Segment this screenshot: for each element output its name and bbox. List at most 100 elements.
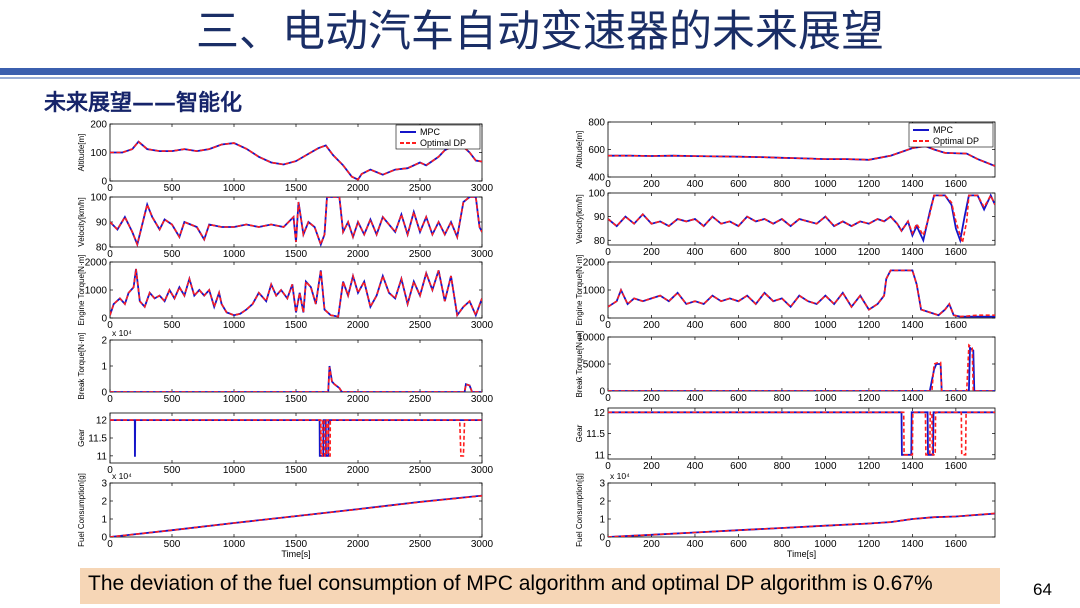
chart-area: 0 500 1000 1500 2000 2500 30000100200Altitude[… [77, 118, 996, 559]
x-tick-label: 1400 [901, 179, 924, 190]
x-tick-label: 3000 [471, 320, 494, 331]
x-tick-label: 2000 [347, 183, 370, 194]
x-tick-label: 2500 [409, 320, 432, 331]
x-tick-label: 1500 [285, 249, 308, 260]
subplot-2: 0 500 1000 1500 2000 2500 3000 80 90 100 Velocity[… [77, 193, 494, 261]
x-tick-label: 1200 [858, 320, 881, 331]
series-line-optimal-dp [608, 269, 995, 318]
x-tick-label: 1000 [223, 539, 246, 550]
x-tick-label: 1000 [814, 179, 837, 190]
page-number: 64 [1033, 580, 1052, 599]
x-tick-label: 0 [107, 249, 113, 260]
x-tick-label: 400 [687, 461, 704, 472]
x-tick-label: 400 [687, 320, 704, 331]
y-tick-label: 100 [90, 148, 107, 159]
x-tick-label: 600 [730, 247, 747, 258]
x-tick-label: 1000 [814, 320, 837, 331]
x-tick-label: 0 [107, 394, 113, 405]
x-tick-label: 1000 [223, 320, 246, 331]
series-line-optimal-dp [608, 193, 995, 243]
y-tick-label: 80 [594, 236, 606, 247]
axis-exponent: x 10⁴ [112, 471, 132, 481]
x-tick-label: 1400 [901, 393, 924, 404]
y-tick-label: 3 [599, 479, 605, 490]
y-tick-label: 1 [101, 515, 107, 526]
y-tick-label: 80 [96, 243, 108, 254]
y-axis-label: Velocity[km/h] [77, 197, 86, 246]
x-tick-label: 600 [730, 393, 747, 404]
legend-box [908, 122, 994, 148]
x-tick-label: 3000 [471, 465, 494, 476]
x-tick-label: 400 [687, 179, 704, 190]
x-tick-label: 2000 [347, 249, 370, 260]
x-tick-label: 1600 [945, 320, 968, 331]
y-tick-label: 0 [101, 314, 107, 325]
x-tick-label: 1000 [814, 539, 837, 550]
x-tick-label: 0 [107, 183, 113, 194]
y-axis-label: Break Torque[N·m] [77, 333, 86, 400]
x-tick-label: 2000 [347, 465, 370, 476]
y-tick-label: 400 [588, 173, 605, 184]
x-tick-label: 800 [774, 539, 791, 550]
y-axis-label: Altitude[m] [575, 131, 584, 169]
x-tick-label: 0 [605, 179, 611, 190]
x-tick-label: 0 [107, 320, 113, 331]
chart-2: 0 200 400 600 800 1000 1200 1400 1600400600800Al… [575, 118, 996, 559]
x-tick-label: 500 [164, 539, 181, 550]
y-tick-label: 11.5 [88, 434, 107, 445]
x-tick-label: 1500 [285, 465, 308, 476]
series-line-mpc [608, 411, 995, 456]
x-tick-label: 1000 [223, 394, 246, 405]
title-rule-thin [0, 77, 1080, 79]
x-tick-label: 3000 [471, 249, 494, 260]
x-tick-label: 1200 [858, 179, 881, 190]
legend-label-mpc: MPC [933, 125, 954, 135]
x-tick-label: 500 [164, 249, 181, 260]
series-line-optimal-dp [608, 411, 995, 456]
y-tick-label: 100 [588, 189, 605, 200]
x-tick-label: 1500 [285, 183, 308, 194]
axes-box [607, 261, 996, 319]
x-tick-label: 1400 [901, 247, 924, 258]
subplot-6: 0 500 1000 1500 2000 2500 3000 0 1 2 3 x 10⁴ Fuel Co… [77, 471, 494, 559]
x-tick-label: 1600 [945, 461, 968, 472]
series-line-optimal-dp [608, 145, 995, 167]
subplot-6: 0 200 400 600 800 1000 1200 1400 1600 0 1 2 3 x 10⁴ Fu… [575, 471, 996, 559]
x-tick-label: 1000 [814, 247, 837, 258]
y-axis-label: Engine Torque[N·m] [575, 255, 584, 326]
y-tick-label: 0 [101, 388, 107, 399]
x-tick-label: 800 [774, 393, 791, 404]
x-tick-label: 0 [107, 465, 113, 476]
y-tick-label: 0 [101, 177, 107, 188]
y-tick-label: 100 [90, 193, 107, 204]
x-tick-label: 1400 [901, 539, 924, 550]
y-axis-label: Fuel Consumption[g] [77, 473, 86, 547]
x-tick-label: 0 [605, 539, 611, 550]
y-tick-label: 11 [595, 450, 606, 461]
x-tick-label: 2500 [409, 465, 432, 476]
x-tick-label: 200 [643, 320, 660, 331]
x-tick-label: 1000 [814, 393, 837, 404]
x-tick-label: 1500 [285, 539, 308, 550]
x-tick-label: 2000 [347, 394, 370, 405]
y-tick-label: 0 [599, 387, 605, 398]
x-tick-label: 600 [730, 539, 747, 550]
axis-exponent: x 10⁴ [610, 471, 630, 481]
x-tick-label: 2000 [347, 539, 370, 550]
series-line-optimal-dp [608, 512, 995, 537]
series-line-optimal-dp [110, 419, 482, 457]
x-tick-label: 0 [605, 247, 611, 258]
x-tick-label: 1000 [223, 183, 246, 194]
x-tick-label: 600 [730, 179, 747, 190]
y-tick-label: 90 [594, 212, 606, 223]
x-tick-label: 3000 [471, 394, 494, 405]
x-tick-label: 200 [643, 393, 660, 404]
x-tick-label: 400 [687, 539, 704, 550]
x-tick-label: 800 [774, 247, 791, 258]
axes-box [109, 412, 483, 464]
y-axis-label: Gear [77, 429, 86, 447]
x-tick-label: 500 [164, 320, 181, 331]
legend-label-mpc: MPC [420, 127, 441, 137]
